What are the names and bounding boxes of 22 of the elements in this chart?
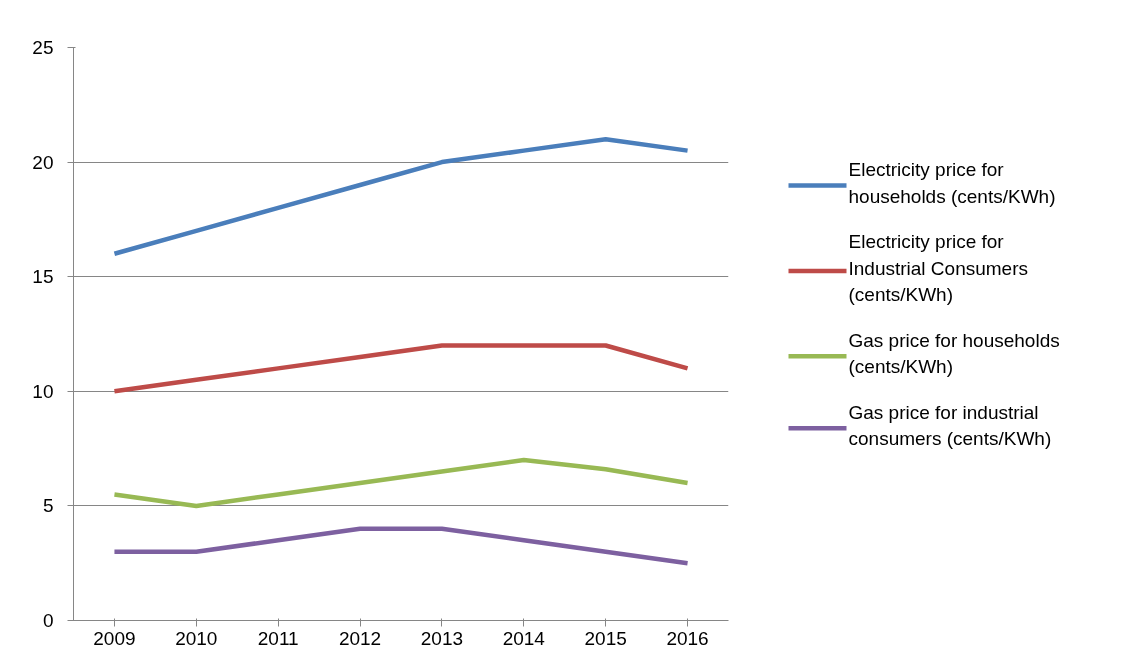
legend-label: Gas price for households (cents/KWh) <box>848 329 1060 378</box>
line-series <box>112 343 690 394</box>
x-tick-label: 2009 <box>93 627 136 649</box>
legend-label: Electricity price for Industrial Consumers (cents/KWh) <box>848 231 1029 306</box>
line-series <box>112 526 690 566</box>
x-tick-label: 2013 <box>420 627 464 649</box>
line-series <box>112 136 690 257</box>
y-tick-label: 5 <box>42 495 54 517</box>
y-tick-label: 25 <box>32 37 54 58</box>
y-tick-label: 20 <box>32 151 54 173</box>
x-tick-label: 2010 <box>175 627 218 649</box>
y-tick-label: 15 <box>32 266 54 288</box>
legend-label: Electricity price for households (cents/KWh) <box>848 159 1056 207</box>
x-tick-label: 2012 <box>338 627 382 649</box>
x-tick-label: 2014 <box>502 627 546 649</box>
line-series <box>112 457 690 509</box>
y-tick-label: 10 <box>32 380 54 402</box>
y-tick-label: 0 <box>42 610 54 631</box>
x-tick-label: 2011 <box>257 627 299 649</box>
x-tick-label: 2016 <box>666 627 709 649</box>
x-tick-label: 2015 <box>584 627 627 649</box>
legend-label: Gas price for industrial consumers (cents/KWh) <box>848 401 1052 450</box>
